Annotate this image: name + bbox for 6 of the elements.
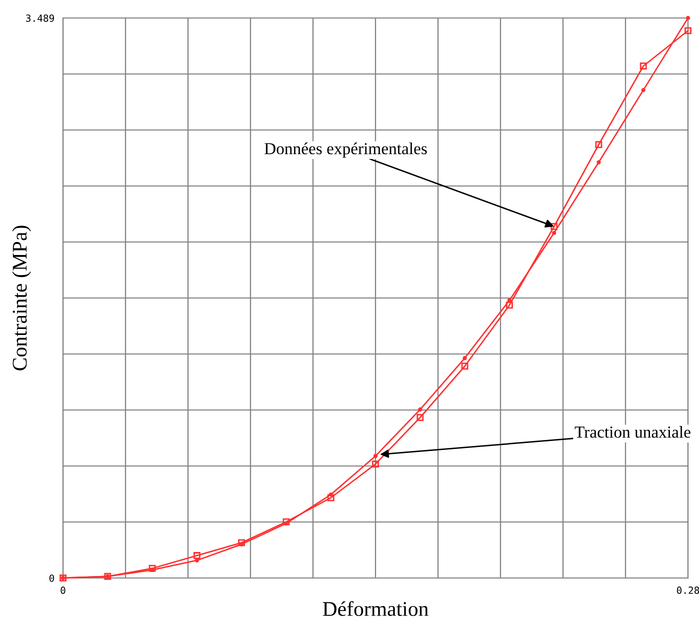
y-tick-label: 3.489 <box>26 14 54 22</box>
annotation: Traction unaxiale <box>574 426 690 438</box>
x-tick-label: 0.28 <box>676 586 699 594</box>
y-axis-title: Contrainte (MPa) <box>12 226 31 370</box>
x-axis-title: Déformation <box>322 601 428 616</box>
annotation: Données expérimentales <box>264 142 427 158</box>
